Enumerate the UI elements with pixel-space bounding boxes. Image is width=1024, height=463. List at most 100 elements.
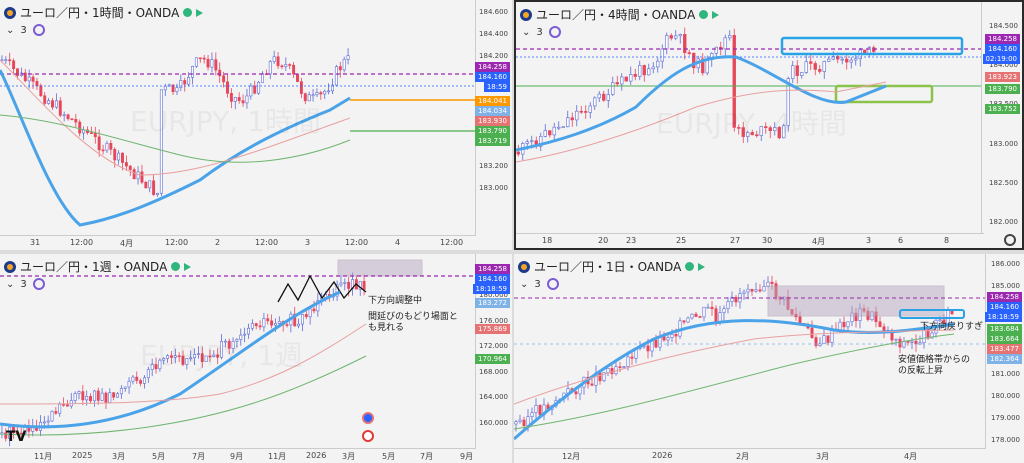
- candle-body: [518, 419, 522, 422]
- flag-icon[interactable]: [712, 10, 720, 19]
- chart-panel-1d[interactable]: ユーロ／円・1日・OANDA ⌄ 3 下方向戻りすぎ 安値価格帯からの の反転上…: [514, 254, 1024, 463]
- price-chart-4h[interactable]: [516, 2, 984, 234]
- time-tick-label: 2026: [652, 451, 673, 460]
- time-axis[interactable]: 31 12:00 4月 12:00 2 12:00 3 12:00 4 12:00: [0, 235, 476, 250]
- candle-body: [146, 369, 150, 379]
- symbol-header[interactable]: ユーロ／円・1時間・OANDA: [4, 4, 204, 21]
- candle-body: [810, 327, 814, 338]
- alert-icon[interactable]: [362, 412, 374, 424]
- indicator-swirl-icon[interactable]: [548, 26, 561, 38]
- candle-body: [346, 55, 350, 60]
- indicators-row[interactable]: ⌄ 3: [522, 26, 561, 38]
- symbol-header[interactable]: ユーロ／円・1週・OANDA: [4, 258, 192, 275]
- candle-body: [894, 338, 898, 341]
- price-axis[interactable]: 184.600184.400184.200184.000183.800183.6…: [475, 0, 512, 250]
- candle-body: [845, 58, 849, 63]
- settings-icon[interactable]: [1004, 234, 1016, 246]
- price-chart-1d[interactable]: [514, 254, 986, 449]
- candle-body: [112, 392, 116, 398]
- candle-body: [109, 143, 113, 150]
- candle-body: [233, 97, 237, 102]
- candle-body: [566, 117, 570, 128]
- price-tick-label: 186.000: [991, 260, 1020, 268]
- chevron-down-icon[interactable]: ⌄: [6, 278, 15, 290]
- candle-body: [143, 377, 146, 384]
- indicator-swirl-icon[interactable]: [32, 24, 45, 36]
- candle-body: [768, 127, 772, 132]
- symbol-header[interactable]: ユーロ／円・4時間・OANDA: [520, 6, 720, 23]
- candle-body: [250, 323, 254, 329]
- price-tick-label: 182.000: [989, 218, 1018, 227]
- time-axis[interactable]: 11月 2025 3月 5月 7月 9月 11月 2026 3月 5月 7月 9月: [0, 448, 476, 463]
- price-tick-label: 185.000: [991, 282, 1020, 290]
- candle-body: [642, 65, 646, 76]
- candle-body: [323, 91, 327, 95]
- candle-body: [638, 65, 642, 77]
- symbol-header[interactable]: ユーロ／円・1日・OANDA: [518, 258, 706, 275]
- indicator-swirl-icon[interactable]: [32, 278, 45, 290]
- tradingview-logo[interactable]: TV: [6, 429, 27, 445]
- time-axis[interactable]: 18 20 23 25 27 30 4月 3 6 8: [516, 233, 984, 248]
- candle-body: [181, 355, 185, 365]
- candle-body: [51, 100, 54, 108]
- candle-body: [154, 364, 158, 370]
- price-tick-label: 183.000: [479, 184, 508, 192]
- candle-body: [171, 84, 175, 93]
- candle-body: [139, 380, 143, 384]
- chevron-down-icon[interactable]: ⌄: [520, 278, 529, 290]
- indicator-swirl-icon[interactable]: [546, 278, 559, 290]
- indicators-row[interactable]: ⌄ 3: [6, 24, 45, 36]
- candle-body: [742, 291, 746, 294]
- price-chart-1w[interactable]: [0, 254, 476, 449]
- time-tick-label: 3: [305, 238, 311, 247]
- candle-body: [701, 58, 705, 74]
- price-chart-1h[interactable]: [0, 0, 476, 236]
- flag-icon[interactable]: [698, 262, 706, 271]
- candle-body: [272, 56, 276, 62]
- candle-body: [8, 59, 12, 62]
- candle-body: [737, 127, 741, 129]
- candle-body: [194, 57, 198, 67]
- candle-body: [770, 281, 774, 284]
- candle-body: [156, 192, 159, 195]
- candle-body: [610, 368, 614, 375]
- candle-body: [214, 59, 218, 71]
- candle-body: [229, 93, 233, 102]
- candle-body: [682, 320, 686, 323]
- flag-icon[interactable]: [184, 262, 192, 271]
- symbol-logo-icon: [520, 8, 532, 21]
- chevron-down-icon[interactable]: ⌄: [522, 26, 531, 38]
- candle-body: [836, 56, 840, 60]
- indicators-row[interactable]: ⌄ 3: [520, 278, 559, 290]
- chart-panel-4h[interactable]: ユーロ／円・4時間・OANDA ⌄ 3 EURJPY, 4時間 184.500 1…: [514, 0, 1024, 250]
- price-tick-label: 183.000: [989, 139, 1018, 148]
- candle-body: [593, 97, 597, 107]
- candle-body: [163, 85, 167, 91]
- candle-body: [714, 46, 718, 54]
- candle-body: [42, 421, 46, 424]
- candle-body: [755, 134, 759, 137]
- indicators-row[interactable]: ⌄ 3: [6, 278, 45, 290]
- price-axis[interactable]: 184.000180.000176.000172.000168.000164.0…: [472, 254, 512, 463]
- chart-panel-1w[interactable]: ユーロ／円・1週・OANDA ⌄ 3 EURJPY, 1週 下方向調整中 間延び…: [0, 254, 512, 463]
- chevron-down-icon[interactable]: ⌄: [6, 24, 15, 36]
- candle-body: [97, 136, 101, 151]
- candle-body: [113, 149, 117, 161]
- price-tag: 18:18:59: [984, 312, 1022, 322]
- candle-body: [177, 355, 181, 357]
- price-axis[interactable]: 184.500184.000183.500183.000182.500182.0…: [981, 2, 1022, 248]
- candle-body: [173, 355, 177, 358]
- chart-panel-1h[interactable]: ユーロ／円・1時間・OANDA ⌄ 3 EURJPY, 1時間 184.600 1…: [0, 0, 512, 250]
- candle-body: [144, 181, 148, 189]
- candle-body: [818, 69, 822, 72]
- watermark: EURJPY, 1時間: [130, 100, 321, 140]
- flag-icon[interactable]: [196, 8, 204, 17]
- candle-body: [50, 411, 54, 422]
- candle-body: [312, 308, 316, 312]
- time-tick-label: 7月: [420, 452, 434, 461]
- record-icon[interactable]: [362, 430, 374, 442]
- candle-body: [119, 388, 123, 395]
- price-axis[interactable]: 186.000185.000184.000183.000182.000181.0…: [984, 254, 1024, 463]
- time-axis[interactable]: 12月 2026 2月 3月 4月: [514, 448, 986, 463]
- price-tag: 184.034: [475, 106, 510, 116]
